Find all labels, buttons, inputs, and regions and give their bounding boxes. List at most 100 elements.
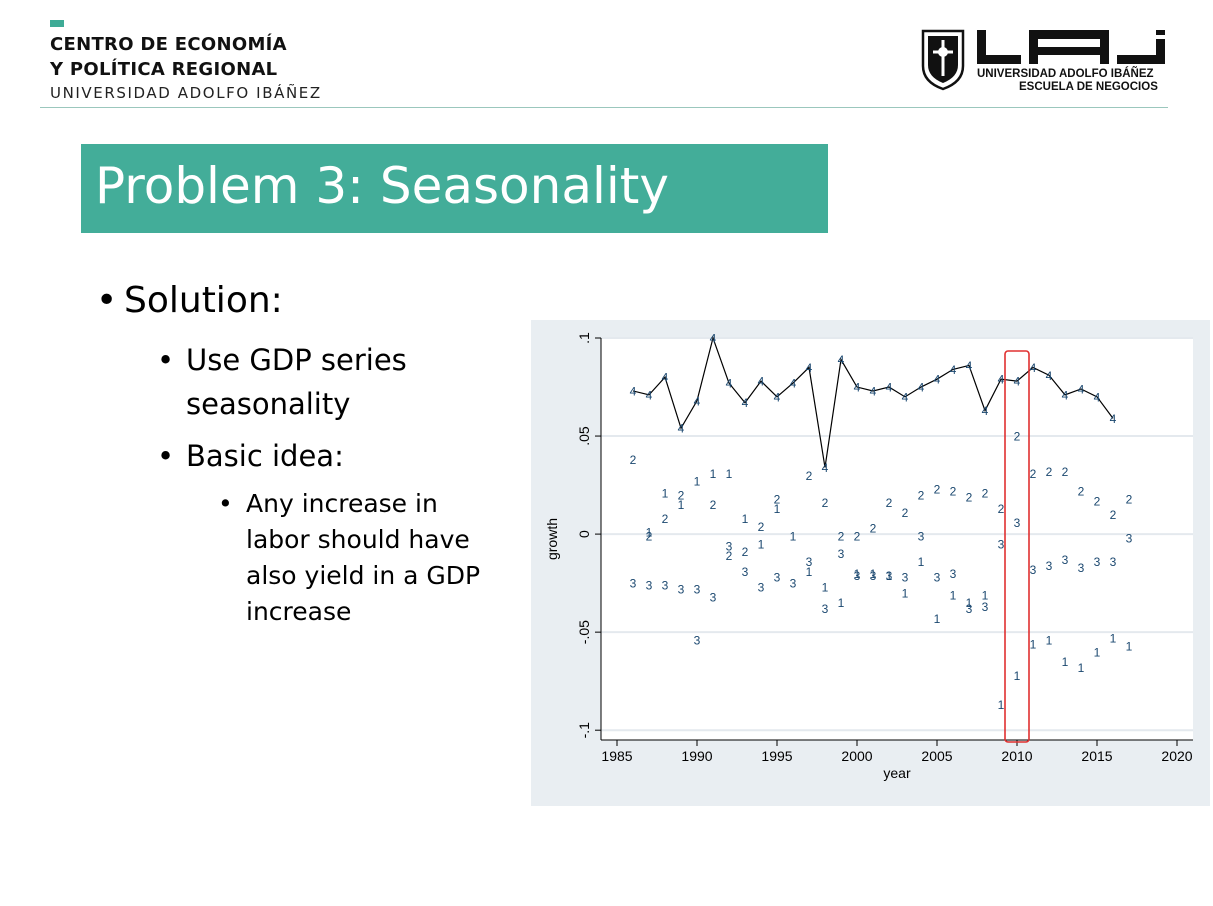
data-point-3: 3 [918,530,925,544]
data-point-2: 2 [838,530,845,544]
data-point-1: 1 [1094,645,1101,659]
subsub-bullet-labor: • Any increase in labor should have also… [218,486,480,630]
bullet-dot-icon: • [218,489,233,518]
data-point-1: 1 [806,565,813,579]
data-point-4: 4 [1078,382,1085,396]
data-point-4: 4 [870,384,877,398]
header-divider [40,107,1168,108]
data-point-3: 3 [726,539,733,553]
data-point-4: 4 [822,461,829,475]
data-point-4: 4 [726,377,733,391]
data-point-3: 3 [966,602,973,616]
data-point-2: 2 [662,512,669,526]
data-point-1: 1 [694,475,701,489]
data-point-4: 4 [646,388,653,402]
data-point-2: 2 [806,469,813,483]
y-tick-label: -.1 [576,722,592,739]
data-point-4: 4 [758,375,765,389]
data-point-2: 2 [646,530,653,544]
data-point-2: 2 [1062,465,1069,479]
subsub-line1: Any increase in [246,489,438,518]
subsub-line2: labor should have [246,525,470,554]
data-point-3: 3 [662,579,669,593]
data-point-1: 1 [822,581,829,595]
data-point-1: 1 [950,588,957,602]
data-point-1: 1 [774,502,781,516]
data-point-3: 3 [790,577,797,591]
data-point-1: 1 [1078,661,1085,675]
data-point-2: 2 [726,549,733,563]
highlight-box-2010 [1004,350,1030,743]
data-point-2: 2 [1030,467,1037,481]
y-tick-label: .1 [576,332,592,344]
data-point-4: 4 [1014,375,1021,389]
growth-scatter-chart: -.1 -.05 0 .05 .1 1985 1990 1995 2000 2005 2010 201… [544,332,1193,781]
slide-title: Problem 3: Seasonality [95,157,669,215]
data-point-4: 4 [966,359,973,373]
data-point-3: 3 [870,569,877,583]
x-tick-label: 2010 [1001,748,1032,764]
data-point-1: 1 [998,698,1005,712]
x-tick-label: 2005 [921,748,952,764]
x-tick-label: 1990 [681,748,712,764]
subsub-line4: increase [246,597,352,626]
data-point-4: 4 [1094,390,1101,404]
data-point-1: 1 [710,467,717,481]
bullet-dot-icon: • [157,343,175,377]
y-tick-label: .05 [576,426,592,446]
sub-bullet-gdp: • Use GDP series seasonality [157,338,407,426]
data-point-4: 4 [662,371,669,385]
data-point-3: 3 [710,590,717,604]
sub-bullet-idea-text: Basic idea: [186,439,344,473]
data-point-4: 4 [774,390,781,404]
data-point-2: 2 [1110,508,1117,522]
data-point-1: 1 [1046,633,1053,647]
data-point-2: 2 [758,520,765,534]
data-point-3: 3 [1014,516,1021,530]
growth-chart-panel: -.1 -.05 0 .05 .1 1985 1990 1995 2000 2005 2010 201… [531,320,1210,806]
data-point-1: 1 [1062,655,1069,669]
data-point-1: 1 [646,526,653,540]
uai-logo [977,30,1165,64]
bullet-dot-icon: • [96,280,118,321]
data-point-2: 2 [774,492,781,506]
data-point-1: 1 [854,567,861,581]
data-point-4: 4 [902,390,909,404]
data-point-1: 1 [662,486,669,500]
subsub-line3: also yield in a GDP [246,561,481,590]
data-point-4: 4 [678,422,685,436]
center-name-line1: CENTRO DE ECONOMÍA [50,34,287,55]
x-axis-title: year [883,765,911,781]
y-tick-label: 0 [576,530,592,538]
data-point-1: 1 [870,567,877,581]
data-point-4: 4 [630,384,637,398]
data-point-2: 2 [918,488,925,502]
data-point-3: 3 [646,579,653,593]
data-point-1: 1 [1126,639,1133,653]
data-point-1: 1 [838,596,845,610]
data-point-3: 3 [1046,559,1053,573]
data-point-2: 2 [998,502,1005,516]
data-point-1: 1 [742,512,749,526]
data-point-3: 3 [774,571,781,585]
data-point-3: 3 [998,537,1005,551]
data-point-4: 4 [886,381,893,395]
data-point-1: 1 [790,530,797,544]
data-point-3: 3 [694,633,701,647]
data-point-4: 4 [934,373,941,387]
data-point-4: 4 [918,381,925,395]
data-point-3: 3 [902,571,909,585]
data-point-3: 3 [1110,555,1117,569]
y-axis-title: growth [544,518,560,560]
data-point-3: 3 [1030,563,1037,577]
data-point-3: 3 [1094,555,1101,569]
data-point-4: 4 [710,332,717,346]
data-point-4: 4 [694,394,701,408]
data-point-4: 4 [1062,388,1069,402]
data-point-3: 3 [806,555,813,569]
data-point-2: 2 [870,522,877,536]
data-point-2: 2 [678,488,685,502]
data-point-3: 3 [1062,553,1069,567]
x-tick-label: 2020 [1161,748,1192,764]
data-point-2: 2 [854,530,861,544]
